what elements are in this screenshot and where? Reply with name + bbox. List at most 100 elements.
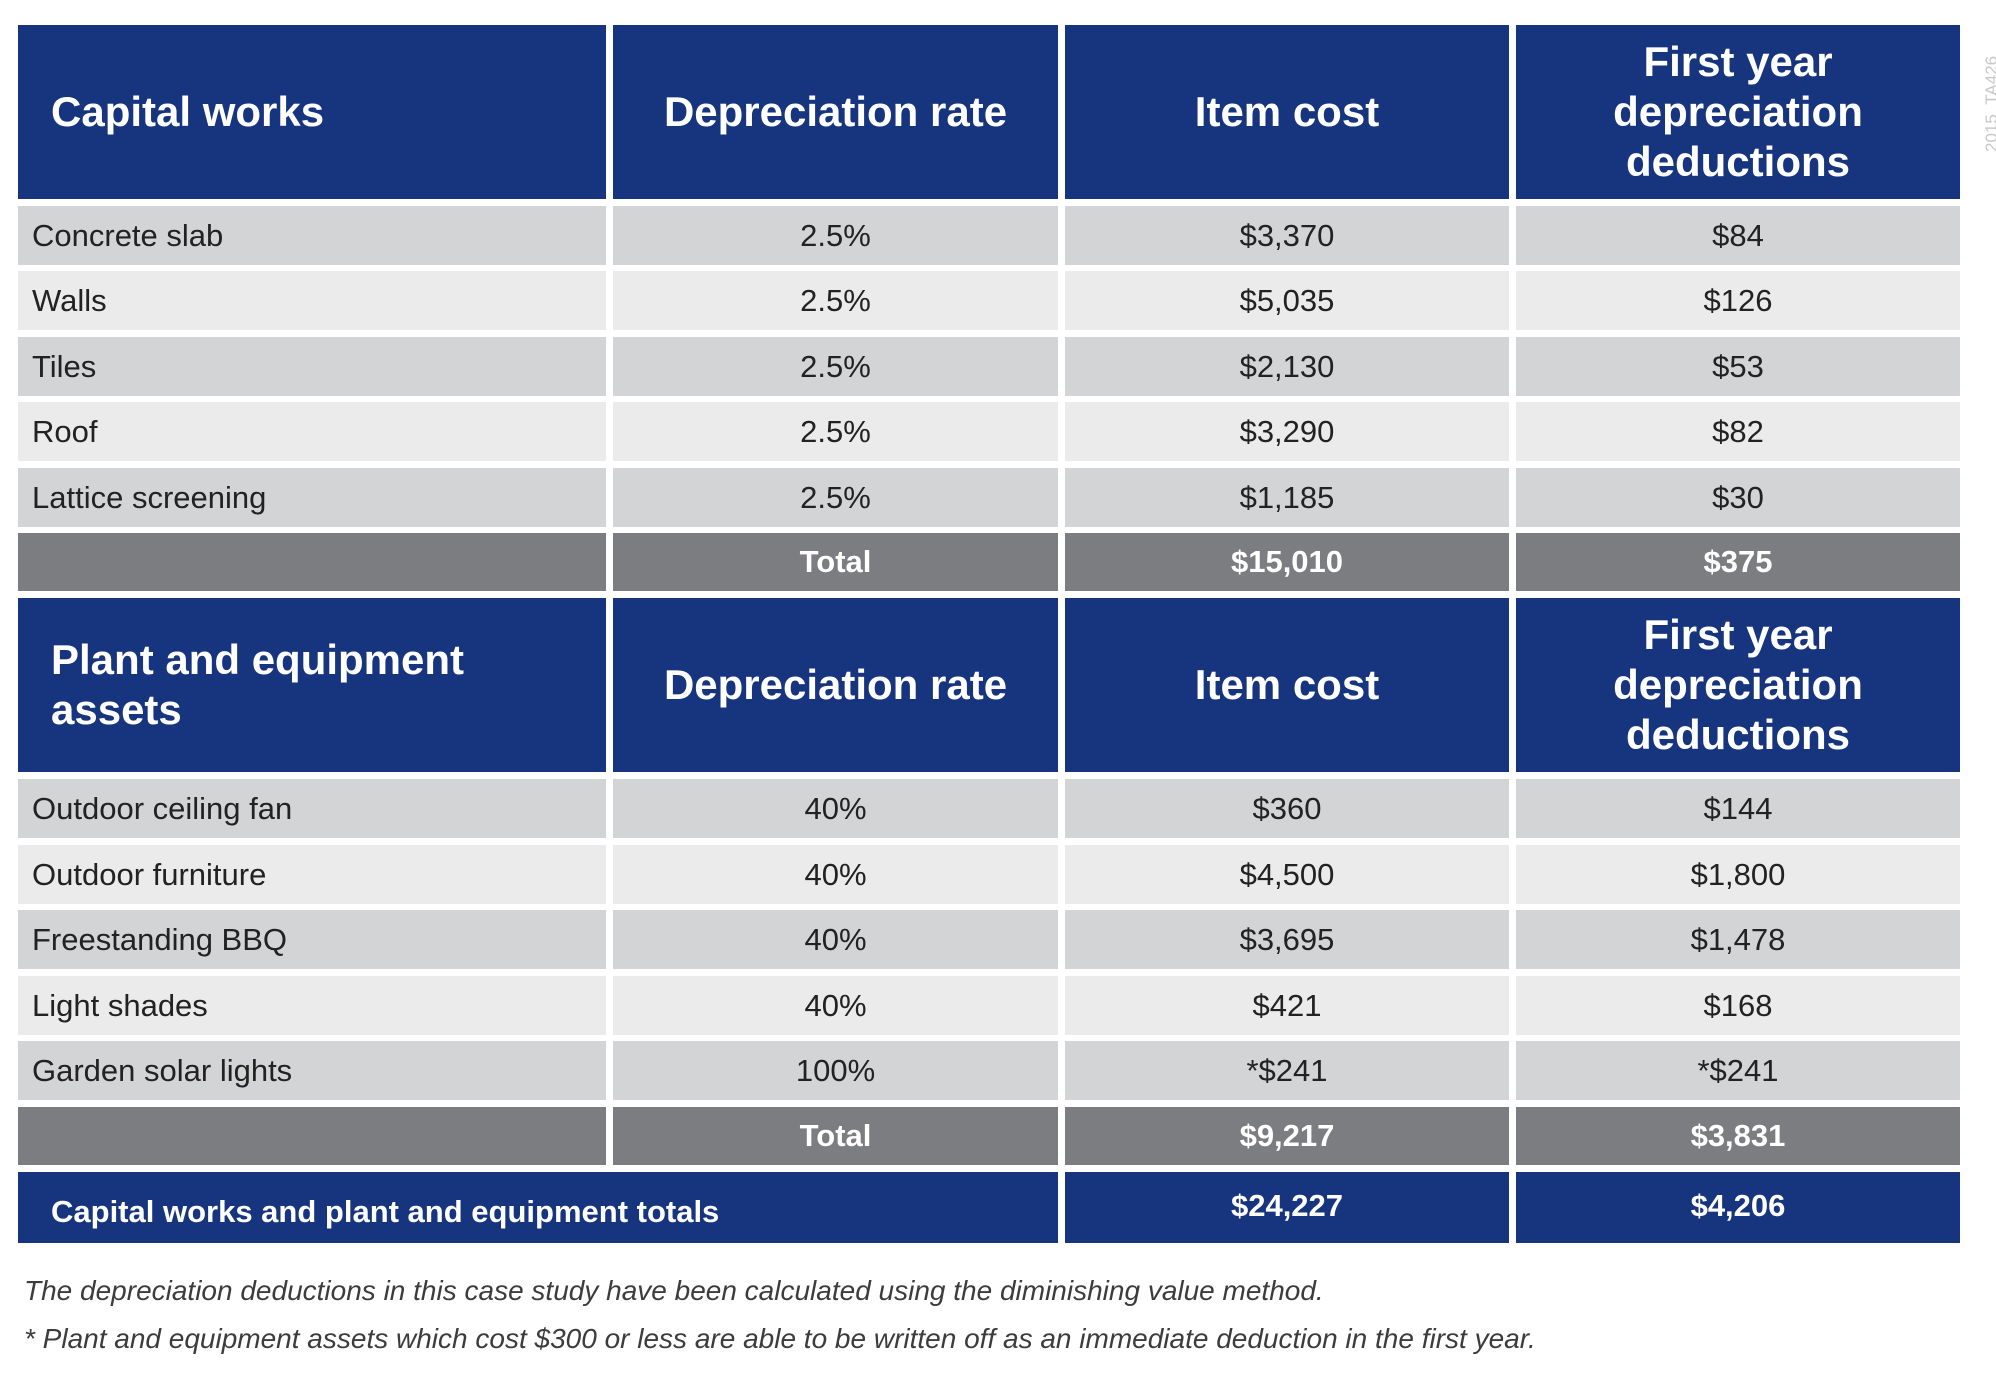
capital-works-row-4-col-2-text: $1,185 (1239, 479, 1335, 515)
plant-equipment-row-3-col-2-text: $421 (1252, 987, 1322, 1023)
plant-equipment-header-2-text: Item cost (1194, 661, 1380, 708)
plant-equipment-row-3-col-0-text: Light shades (32, 987, 208, 1023)
plant-equipment-row-2-col-3: $1,478 (1516, 910, 1960, 969)
grand-total-label-text: Capital works and plant and equipment to… (51, 1193, 720, 1229)
plant-equipment-total-col-0 (18, 1107, 606, 1165)
capital-works-row-4-col-0-text: Lattice screening (32, 479, 267, 515)
plant-equipment-row-0-col-1: 40% (613, 779, 1058, 838)
capital-works-header-0-text: Capital works (51, 88, 325, 135)
capital-works-row-4-col-1: 2.5% (613, 468, 1058, 527)
watermark: 2015_TA426 (1982, 2, 1996, 202)
plant-equipment-row-1-col-3: $1,800 (1516, 845, 1960, 904)
capital-works-row-4-col-3: $30 (1516, 468, 1960, 527)
plant-equipment-row-0-col-2: $360 (1065, 779, 1509, 838)
plant-equipment-row-3-col-1: 40% (613, 976, 1058, 1035)
capital-works-total-col-2-text: $15,010 (1230, 544, 1344, 579)
plant-equipment-row-4-col-0: Garden solar lights (18, 1041, 606, 1100)
plant-equipment-row-1-col-0: Outdoor furniture (18, 845, 606, 904)
plant-equipment-row-2-col-1: 40% (613, 910, 1058, 969)
capital-works-row-2-col-3-text: $53 (1712, 348, 1764, 384)
capital-works-row-0-col-1-text: 2.5% (800, 217, 871, 253)
capital-works-row-1-col-0-text: Walls (32, 282, 107, 318)
plant-equipment-row-4-col-0-text: Garden solar lights (32, 1052, 293, 1088)
footnote-asterisk: * Plant and equipment assets which cost … (24, 1323, 1536, 1354)
plant-equipment-total-col-1-text: Total (799, 1118, 872, 1153)
capital-works-row-0-col-2: $3,370 (1065, 206, 1509, 265)
capital-works-row-0-col-0-text: Concrete slab (32, 217, 224, 253)
capital-works-row-1-col-2: $5,035 (1065, 271, 1509, 330)
capital-works-row-3-col-1: 2.5% (613, 402, 1058, 461)
plant-equipment-row-1-col-2-text: $4,500 (1239, 856, 1335, 892)
plant-equipment-row-2-col-3-text: $1,478 (1690, 921, 1786, 957)
capital-works-row-4-col-2: $1,185 (1065, 468, 1509, 527)
grand-total-deductions: $4,206 (1516, 1172, 1960, 1243)
capital-works-row-3-col-2-text: $3,290 (1239, 413, 1335, 449)
plant-equipment-row-3-col-3: $168 (1516, 976, 1960, 1035)
capital-works-row-2-col-1-text: 2.5% (800, 348, 871, 384)
plant-equipment-header-2: Item cost (1065, 598, 1509, 772)
capital-works-row-4-col-3-text: $30 (1712, 479, 1764, 515)
capital-works-total-col-3: $375 (1516, 533, 1960, 591)
plant-equipment-row-2-col-0: Freestanding BBQ (18, 910, 606, 969)
watermark-text: 2015_TA426 (1982, 55, 1996, 152)
capital-works-row-3-col-3: $82 (1516, 402, 1960, 461)
capital-works-total-col-3-text: $375 (1703, 544, 1773, 579)
plant-equipment-row-0-col-1-text: 40% (804, 790, 867, 826)
plant-equipment-row-1-col-1: 40% (613, 845, 1058, 904)
capital-works-row-1-col-1: 2.5% (613, 271, 1058, 330)
plant-equipment-header-0-text: Plant and equipment assets (51, 636, 465, 733)
plant-equipment-row-2-col-1-text: 40% (804, 921, 867, 957)
grand-total-deductions-text: $4,206 (1690, 1187, 1786, 1223)
capital-works-header-3: First year depreciation deductions (1516, 25, 1960, 199)
capital-works-header-3-text: First year depreciation deductions (1613, 38, 1863, 185)
plant-equipment-row-4-col-2: *$241 (1065, 1041, 1509, 1100)
plant-equipment-total-col-3-text: $3,831 (1690, 1118, 1786, 1153)
capital-works-row-2-col-1: 2.5% (613, 337, 1058, 396)
capital-works-total-col-0 (18, 533, 606, 591)
plant-equipment-total-col-3: $3,831 (1516, 1107, 1960, 1165)
plant-equipment-total-col-2-text: $9,217 (1239, 1118, 1335, 1153)
capital-works-row-2-col-3: $53 (1516, 337, 1960, 396)
capital-works-total-col-1-text: Total (799, 544, 872, 579)
capital-works-row-3-col-0-text: Roof (32, 413, 98, 449)
capital-works-row-1-col-3: $126 (1516, 271, 1960, 330)
plant-equipment-row-4-col-3: *$241 (1516, 1041, 1960, 1100)
capital-works-row-3-col-1-text: 2.5% (800, 413, 871, 449)
plant-equipment-header-0: Plant and equipment assets (18, 598, 606, 772)
grand-total-item-cost: $24,227 (1065, 1172, 1509, 1243)
capital-works-header-2-text: Item cost (1194, 88, 1380, 135)
plant-equipment-row-4-col-2-text: *$241 (1246, 1052, 1328, 1088)
plant-equipment-row-3-col-3-text: $168 (1703, 987, 1773, 1023)
plant-equipment-header-1-text: Depreciation rate (663, 661, 1008, 708)
plant-equipment-header-3-text: First year depreciation deductions (1613, 611, 1863, 758)
capital-works-header-0: Capital works (18, 25, 606, 199)
capital-works-row-0-col-2-text: $3,370 (1239, 217, 1335, 253)
plant-equipment-row-3-col-1-text: 40% (804, 987, 867, 1023)
plant-equipment-row-3-col-0: Light shades (18, 976, 606, 1035)
capital-works-row-2-col-2-text: $2,130 (1239, 348, 1335, 384)
footnote-method: The depreciation deductions in this case… (24, 1275, 1324, 1306)
capital-works-header-1: Depreciation rate (613, 25, 1058, 199)
plant-equipment-header-3: First year depreciation deductions (1516, 598, 1960, 772)
plant-equipment-row-4-col-3-text: *$241 (1697, 1052, 1779, 1088)
plant-equipment-row-0-col-0: Outdoor ceiling fan (18, 779, 606, 838)
capital-works-row-2-col-0-text: Tiles (32, 348, 97, 384)
plant-equipment-row-1-col-1-text: 40% (804, 856, 867, 892)
plant-equipment-row-0-col-0-text: Outdoor ceiling fan (32, 790, 293, 826)
plant-equipment-row-1-col-2: $4,500 (1065, 845, 1509, 904)
plant-equipment-row-1-col-3-text: $1,800 (1690, 856, 1786, 892)
capital-works-total-col-1: Total (613, 533, 1058, 591)
capital-works-row-2-col-0: Tiles (18, 337, 606, 396)
plant-equipment-row-0-col-3-text: $144 (1703, 790, 1773, 826)
capital-works-row-2-col-2: $2,130 (1065, 337, 1509, 396)
plant-equipment-total-col-1: Total (613, 1107, 1058, 1165)
grand-total-item-cost-text: $24,227 (1230, 1187, 1344, 1223)
plant-equipment-row-4-col-1-text: 100% (795, 1052, 876, 1088)
capital-works-total-col-2: $15,010 (1065, 533, 1509, 591)
capital-works-row-3-col-3-text: $82 (1712, 413, 1764, 449)
plant-equipment-row-3-col-2: $421 (1065, 976, 1509, 1035)
capital-works-header-2: Item cost (1065, 25, 1509, 199)
capital-works-row-4-col-0: Lattice screening (18, 468, 606, 527)
capital-works-row-1-col-0: Walls (18, 271, 606, 330)
